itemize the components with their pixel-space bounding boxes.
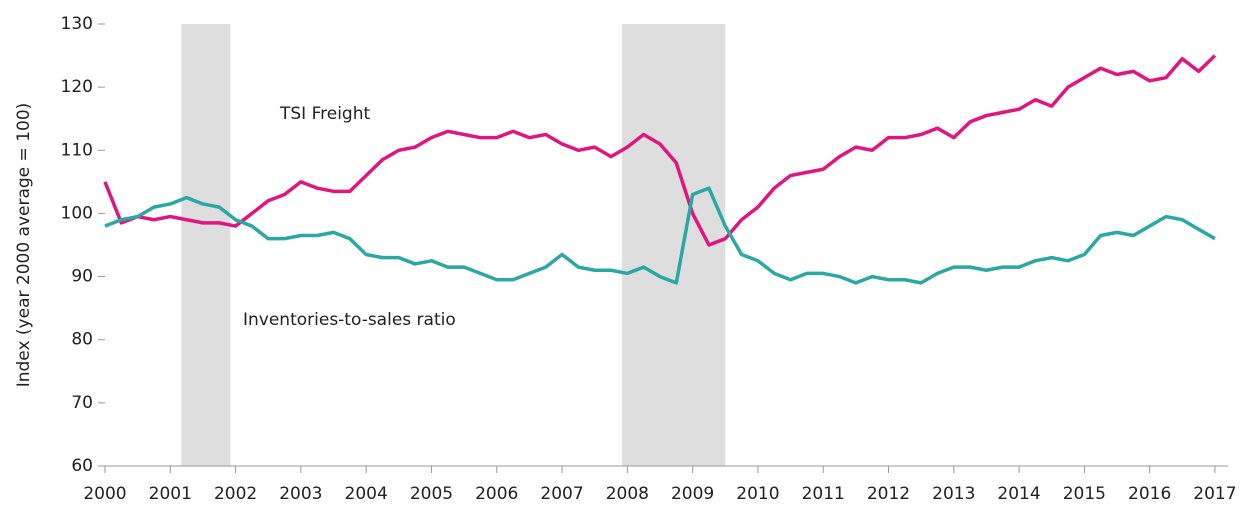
x-tick-label: 2011 bbox=[802, 484, 845, 504]
x-tick-label: 2017 bbox=[1193, 484, 1236, 504]
y-tick-label: 130 bbox=[61, 14, 93, 34]
y-tick-label: 110 bbox=[61, 140, 93, 160]
series-line bbox=[104, 186, 1216, 285]
x-tick-label: 2009 bbox=[671, 484, 714, 504]
y-tick-label: 90 bbox=[71, 267, 93, 287]
x-tick-label: 2001 bbox=[149, 484, 192, 504]
y-tick-label: 60 bbox=[71, 456, 93, 476]
x-tick-label: 2000 bbox=[83, 484, 126, 504]
y-axis-label: Index (year 2000 average = 100) bbox=[14, 103, 34, 388]
x-tick-label: 2002 bbox=[214, 484, 257, 504]
x-tick-label: 2014 bbox=[997, 484, 1040, 504]
x-tick-label: 2004 bbox=[345, 484, 388, 504]
x-tick-label: 2005 bbox=[410, 484, 453, 504]
x-tick-label: 2012 bbox=[867, 484, 910, 504]
x-tick-label: 2007 bbox=[540, 484, 583, 504]
y-tick-label: 70 bbox=[71, 393, 93, 413]
x-tick-label: 2013 bbox=[932, 484, 975, 504]
x-tick-label: 2016 bbox=[1128, 484, 1171, 504]
series-label: TSI Freight bbox=[279, 104, 370, 124]
x-tick-label: 2015 bbox=[1063, 484, 1106, 504]
y-tick-label: 120 bbox=[61, 77, 93, 97]
y-tick-label: 100 bbox=[61, 203, 93, 223]
x-tick-label: 2010 bbox=[736, 484, 779, 504]
recession-band bbox=[181, 24, 231, 466]
x-tick-label: 2006 bbox=[475, 484, 518, 504]
y-tick-label: 80 bbox=[71, 330, 93, 350]
series-line bbox=[103, 54, 1217, 247]
series-label: Inventories-to-sales ratio bbox=[243, 310, 456, 330]
x-tick-label: 2003 bbox=[279, 484, 322, 504]
x-tick-label: 2008 bbox=[606, 484, 649, 504]
